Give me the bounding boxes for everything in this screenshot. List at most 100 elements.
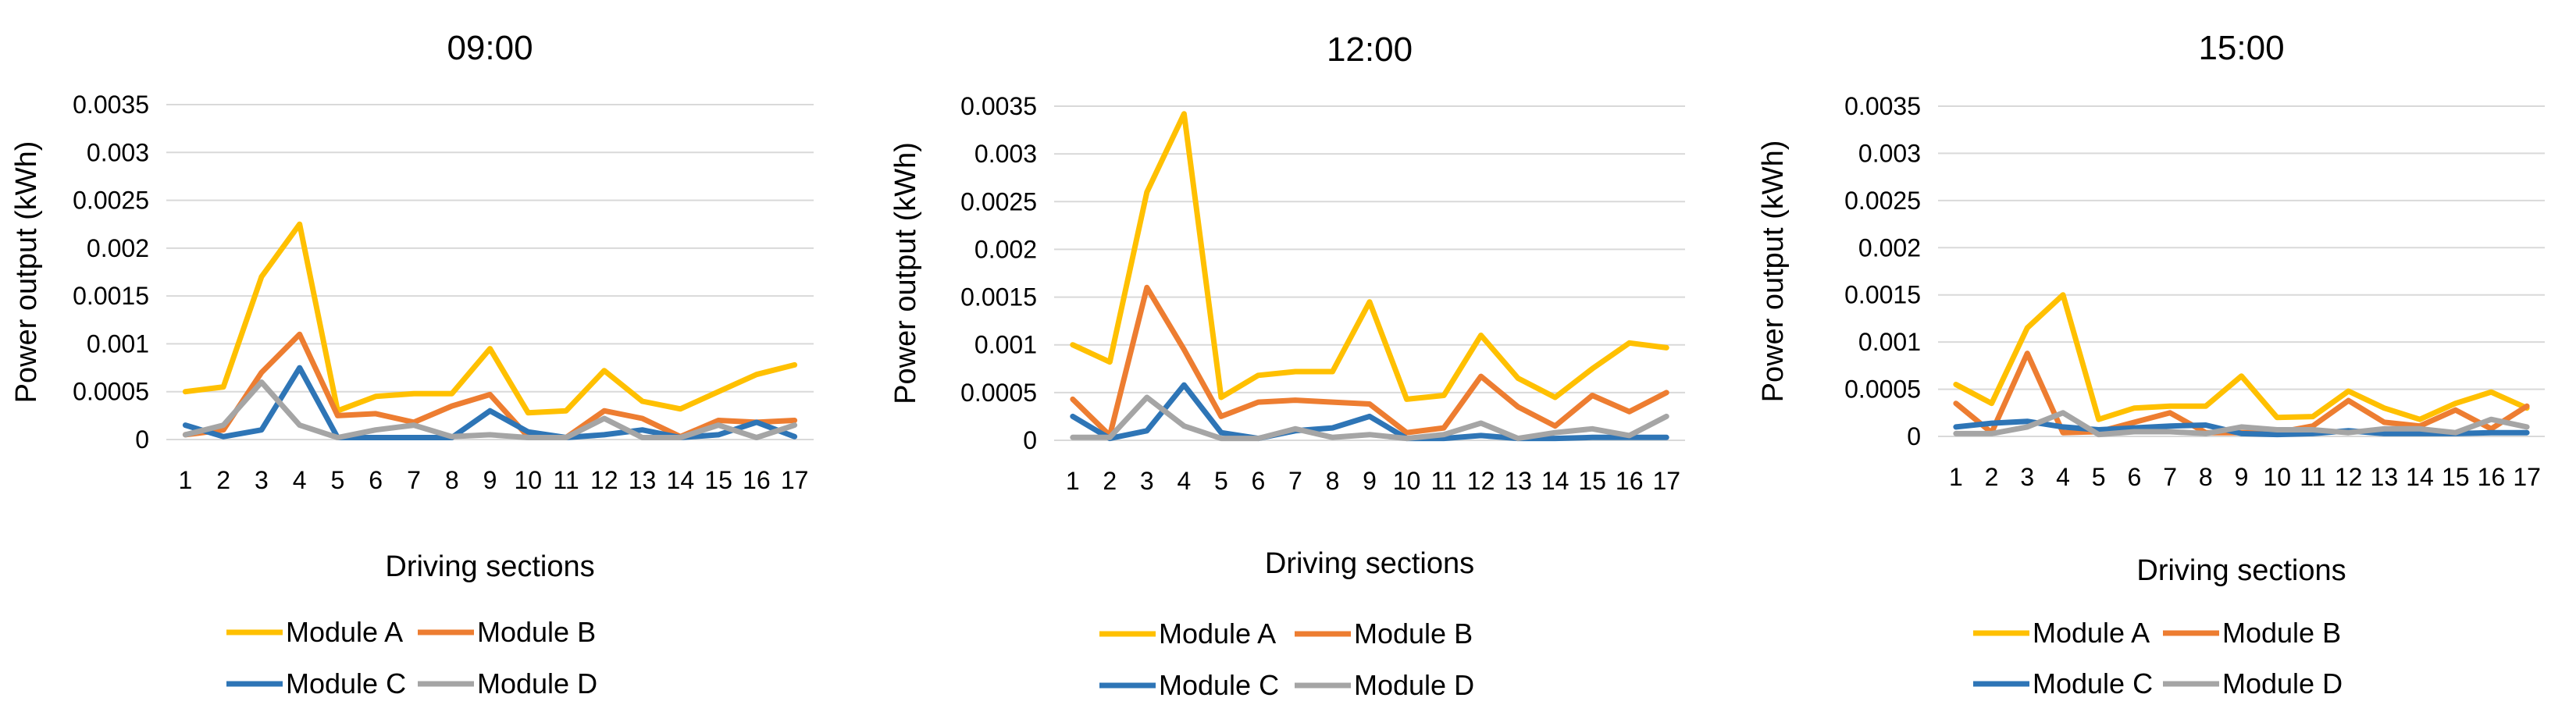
x-tick-label: 17 [2513,463,2541,491]
legend-label: Module C [1159,669,1279,701]
series-line-module-a [1953,292,2530,422]
x-tick-label: 8 [1326,467,1340,495]
y-tick-label: 0.0015 [960,283,1037,311]
x-tick-label: 9 [2235,463,2249,491]
x-axis-label: Driving sections [2136,554,2346,587]
x-tick-label: 7 [2163,463,2177,491]
x-tick-label: 2 [1103,467,1117,495]
legend-label: Module C [2033,667,2153,699]
legend-label: Module D [2222,667,2343,699]
legend-item: Module C [1973,667,2153,699]
chart-title: 12:00 [1327,30,1413,69]
y-tick-label: 0.002 [87,234,149,262]
legend-label: Module A [286,616,403,648]
x-tick-label: 2 [216,466,230,494]
legend-item: Module C [1099,669,1279,701]
y-tick-label: 0.0015 [73,282,149,310]
x-axis-label: Driving sections [1265,547,1474,580]
chart-title: 09:00 [447,29,533,67]
x-tick-label: 5 [2092,463,2106,491]
y-axis-label: Power output (kWh) [1757,141,1790,403]
legend-item: Module D [2163,667,2343,699]
chart-panel-2: 15:00 0 0.0005 0.001 0.0015 0.002 0.0025 0.003 0… [1757,29,2545,699]
series-line-module-d [1070,394,1669,442]
legend-label: Module B [477,616,596,648]
x-tick-label: 1 [178,466,192,494]
legend-item: Module B [1295,618,1473,650]
x-tick-label: 13 [1504,467,1532,495]
x-tick-label: 8 [2199,463,2213,491]
x-tick-label: 11 [553,466,579,494]
y-tick-label: 0.001 [1858,328,1921,356]
x-tick-label: 7 [1288,467,1302,495]
x-tick-label: 14 [667,466,695,494]
x-tick-label: 10 [2263,463,2291,491]
series-line-module-d [1953,410,2530,438]
x-tick-label: 6 [2127,463,2141,491]
legend-label: Module D [477,667,597,699]
legend-label: Module A [2033,617,2150,649]
x-tick-label: 16 [2478,463,2506,491]
y-tick-label: 0.0035 [1844,92,1921,120]
x-tick-label: 5 [331,466,345,494]
x-tick-label: 15 [1578,467,1606,495]
y-tick-label: 0.0025 [1844,187,1921,215]
x-tick-label: 14 [1541,467,1569,495]
series-line-module-b [1070,284,1669,439]
x-tick-label: 1 [1066,467,1080,495]
legend-item: Module C [226,667,406,699]
y-tick-label: 0.003 [1858,139,1921,167]
x-tick-label: 10 [1393,467,1421,495]
legend-label: Module C [286,667,406,699]
y-tick-label: 0 [1907,422,1921,450]
y-axis-label: Power output (kWh) [889,142,922,404]
x-tick-label: 3 [2020,463,2034,491]
x-tick-label: 13 [2371,463,2399,491]
y-axis-label: Power output (kWh) [10,141,43,404]
series-line-module-c [1953,418,2530,438]
y-tick-label: 0.003 [87,138,149,166]
x-tick-label: 4 [293,466,307,494]
x-tick-label: 10 [514,466,542,494]
x-tick-label: 6 [369,466,383,494]
series-line-module-c [182,365,798,440]
x-tick-label: 11 [1431,467,1456,495]
y-tick-label: 0.002 [974,235,1037,263]
legend-item: Module B [418,616,596,648]
x-axis-label: Driving sections [385,550,594,583]
x-tick-label: 15 [2442,463,2470,491]
series-line-module-c [1070,382,1669,442]
series-line-module-a [182,221,798,416]
legend-item: Module A [1099,618,1276,650]
legend-item: Module B [2163,617,2341,649]
legend-item: Module A [226,616,403,648]
series-line-module-a [1070,111,1669,402]
x-tick-label: 11 [2300,463,2325,491]
x-tick-label: 6 [1252,467,1266,495]
y-tick-label: 0 [135,425,149,454]
y-tick-label: 0.0025 [960,187,1037,215]
x-tick-label: 9 [1363,467,1377,495]
y-tick-label: 0.0025 [73,187,149,215]
x-tick-label: 4 [1177,467,1191,495]
x-tick-label: 13 [629,466,657,494]
legend-label: Module B [2222,617,2341,649]
x-tick-label: 8 [445,466,459,494]
x-tick-label: 12 [590,466,618,494]
y-tick-label: 0.0005 [960,379,1037,407]
series-line-module-d [182,379,798,440]
legend-label: Module B [1354,618,1473,650]
y-tick-label: 0.0005 [73,378,149,406]
x-tick-label: 3 [1140,467,1154,495]
x-tick-label: 1 [1949,463,1963,491]
chart-panel-1: 12:00 0 0.0005 0.001 0.0015 0.002 0.0025 0.003 0… [889,30,1685,701]
legend-item: Module A [1973,617,2150,649]
x-tick-label: 15 [704,466,732,494]
y-tick-label: 0.0035 [960,92,1037,120]
y-tick-label: 0.003 [974,140,1037,168]
legend-label: Module A [1159,618,1276,650]
y-tick-label: 0.0005 [1844,376,1921,404]
x-tick-label: 12 [1467,467,1495,495]
x-tick-label: 7 [407,466,421,494]
